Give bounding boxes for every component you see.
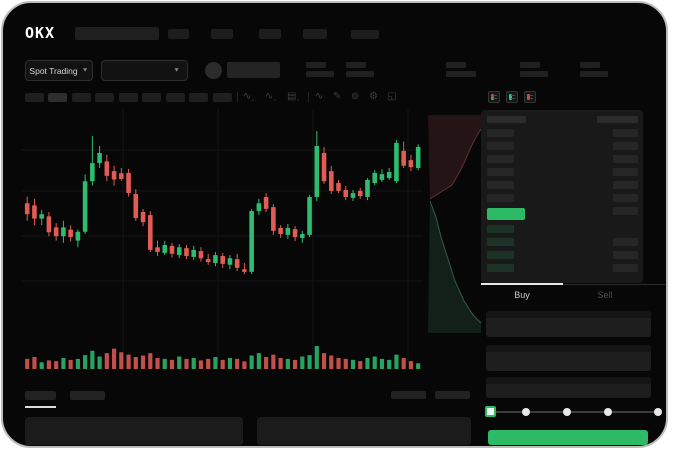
orders-tab-skeleton[interactable] <box>70 391 105 400</box>
ask-size-skeleton <box>613 155 638 163</box>
coin-avatar <box>205 62 222 79</box>
orders-tab-skeleton[interactable] <box>25 391 56 400</box>
orders-action-skeleton[interactable] <box>391 391 426 399</box>
ask-row-skeleton <box>487 129 514 137</box>
slider-step-dot[interactable] <box>604 408 612 416</box>
market-type-label: Spot Trading <box>29 65 78 76</box>
ask-row-skeleton <box>487 142 514 150</box>
chart-layout-icon[interactable]: ▤˯ <box>287 91 300 102</box>
toolbar-divider: | <box>236 91 239 103</box>
chart-settings-icon[interactable]: ⚙ <box>369 91 378 102</box>
orderbook-asks-view-icon[interactable] <box>524 91 536 103</box>
total-input-skeleton[interactable] <box>486 377 651 398</box>
device-frame: OKX Spot Trading ▼ ▼ | ∿˯ ∿˯ ▤˯ | ∿ ✎ ⊚ … <box>1 1 668 448</box>
orderbook-bids-view-icon[interactable] <box>506 91 518 103</box>
trade-panel: Buy Sell <box>481 87 665 446</box>
nav-item-skeleton[interactable] <box>211 29 233 39</box>
chevron-down-icon: ▼ <box>81 67 89 74</box>
nav-item-skeleton[interactable] <box>303 29 327 39</box>
bid-row-skeleton <box>487 225 514 233</box>
stat-skeleton <box>306 71 334 77</box>
chevron-down-icon: ▼ <box>173 67 180 74</box>
toolbar-divider: | <box>307 91 310 103</box>
price-input-skeleton[interactable] <box>486 311 651 337</box>
orders-table-skeleton <box>257 417 471 445</box>
timeframe-chip-selected[interactable] <box>48 93 67 102</box>
pair-select-dropdown[interactable]: ▼ <box>101 60 188 81</box>
buy-tab-indicator <box>481 283 563 285</box>
tab-buy[interactable]: Buy <box>514 290 530 300</box>
ask-size-skeleton <box>613 168 638 176</box>
bid-size-skeleton <box>613 238 638 246</box>
bid-row-skeleton <box>487 251 514 259</box>
orders-table-skeleton <box>25 417 243 445</box>
bid-row-skeleton <box>487 264 514 272</box>
amount-slider-track[interactable] <box>491 411 658 413</box>
stat-skeleton <box>520 62 540 68</box>
buy-submit-button[interactable] <box>488 430 648 445</box>
ask-size-skeleton <box>613 207 638 215</box>
bid-row-skeleton <box>487 238 514 246</box>
topbar-search-skeleton[interactable] <box>75 27 159 40</box>
okx-logo: OKX <box>25 24 56 42</box>
order-book <box>481 110 643 283</box>
ask-row-skeleton <box>487 194 514 202</box>
stat-skeleton <box>520 71 548 77</box>
slider-step-dot[interactable] <box>654 408 662 416</box>
amount-input-skeleton[interactable] <box>486 345 651 371</box>
orderbook-combined-view-icon[interactable] <box>488 91 500 103</box>
timeframe-chip[interactable] <box>72 93 91 102</box>
ask-size-skeleton <box>613 194 638 202</box>
ask-size-skeleton <box>613 129 638 137</box>
timeframe-chip[interactable] <box>25 93 44 102</box>
ask-row-skeleton <box>487 155 514 163</box>
orders-tab-indicator <box>25 406 56 408</box>
market-type-dropdown[interactable]: Spot Trading ▼ <box>25 60 93 81</box>
tab-sell[interactable]: Sell <box>597 290 613 300</box>
stat-skeleton <box>306 62 326 68</box>
nav-item-skeleton[interactable] <box>259 29 281 39</box>
slider-step-dot[interactable] <box>563 408 571 416</box>
orders-section <box>18 388 481 446</box>
pair-name-skeleton <box>227 62 280 78</box>
draw-tool-icon[interactable]: ✎ <box>333 91 342 102</box>
orders-action-skeleton[interactable] <box>435 391 470 399</box>
slider-step-dot[interactable] <box>522 408 530 416</box>
bid-size-skeleton <box>613 251 638 259</box>
nav-item-skeleton[interactable] <box>351 30 379 39</box>
stat-skeleton <box>580 62 600 68</box>
wave-tool-icon[interactable]: ∿ <box>315 91 324 102</box>
ask-row-skeleton <box>487 181 514 189</box>
stat-skeleton <box>580 71 608 77</box>
snapshot-camera-icon[interactable]: ⊚ <box>351 91 360 102</box>
stat-skeleton <box>346 62 366 68</box>
timeframe-chip[interactable] <box>189 93 208 102</box>
fullscreen-icon[interactable]: ◱ <box>387 91 397 102</box>
timeframe-chip[interactable] <box>213 93 232 102</box>
bid-size-skeleton <box>613 264 638 272</box>
timeframe-chip[interactable] <box>142 93 161 102</box>
timeframe-chip[interactable] <box>119 93 138 102</box>
candle-style-icon[interactable]: ∿˯ <box>243 91 255 102</box>
stat-skeleton <box>446 71 476 77</box>
slider-handle[interactable] <box>485 406 496 417</box>
orderbook-header-skeleton <box>487 116 526 123</box>
indicators-icon[interactable]: ∿˯ <box>265 91 277 102</box>
tab-divider <box>481 284 665 285</box>
ask-row-skeleton <box>487 168 514 176</box>
stat-skeleton <box>346 71 374 77</box>
timeframe-chip[interactable] <box>95 93 114 102</box>
stat-skeleton <box>446 62 466 68</box>
last-price-bar <box>487 208 525 220</box>
ask-size-skeleton <box>613 181 638 189</box>
price-chart[interactable] <box>21 109 483 373</box>
ask-size-skeleton <box>613 142 638 150</box>
nav-item-skeleton[interactable] <box>168 29 189 39</box>
orderbook-header-skeleton <box>597 116 638 123</box>
timeframe-chip[interactable] <box>166 93 185 102</box>
